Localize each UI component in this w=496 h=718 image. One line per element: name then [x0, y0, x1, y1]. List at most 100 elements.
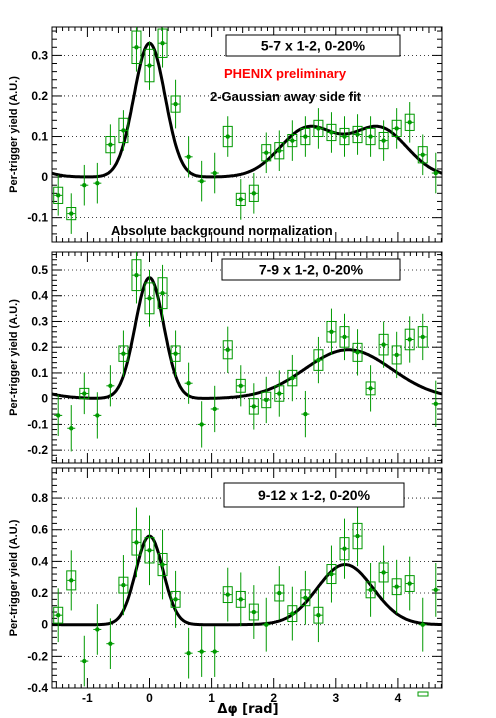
data-point [56, 193, 61, 198]
data-point [56, 612, 61, 618]
y-tick-label: 0.2 [31, 340, 48, 354]
data-point [355, 533, 360, 539]
data-point [381, 138, 386, 143]
data-point [225, 134, 230, 139]
data-point [394, 352, 399, 358]
y-tick-label: -0.1 [27, 417, 48, 431]
data-point [160, 290, 165, 296]
y-tick-label: -0.2 [27, 649, 48, 663]
data-point [134, 45, 139, 50]
data-point [394, 126, 399, 131]
data-point [355, 350, 360, 355]
data-point [173, 351, 178, 356]
data-point [316, 126, 321, 131]
data-point [199, 649, 204, 654]
y-tick-label: -0.4 [27, 681, 48, 695]
data-point [212, 170, 217, 176]
fit-curve [52, 276, 442, 400]
y-tick-label: 0.3 [31, 48, 48, 62]
data-marks [52, 505, 442, 687]
x-tick-label: 1 [208, 691, 215, 705]
plot-frame [51, 26, 443, 243]
panel-label: 5-7 x 1-2, 0-20% [261, 38, 366, 54]
data-point [355, 132, 360, 137]
data-point [251, 609, 257, 615]
y-tick-label: 0.5 [31, 263, 48, 277]
data-point [407, 337, 412, 342]
data-point [368, 587, 373, 593]
y-tick-label: 0.4 [31, 554, 48, 568]
data-point [407, 581, 412, 586]
data-point [251, 191, 257, 196]
data-point [407, 120, 412, 125]
x-axis-label: Δφ [rad] [217, 702, 278, 717]
data-point [147, 548, 152, 553]
data-point [69, 578, 74, 583]
data-point [108, 383, 113, 389]
data-point [186, 154, 191, 160]
data-point [381, 342, 386, 347]
y-axis-label: Per-trigger yield (A.U.) [8, 76, 20, 193]
data-point [108, 142, 113, 147]
panel-label-box [223, 482, 405, 508]
data-point [121, 351, 126, 356]
data-point [173, 597, 178, 602]
data-point [238, 597, 243, 602]
data-point [212, 649, 217, 654]
data-point [199, 178, 204, 184]
data-point [134, 540, 139, 545]
data-point [186, 381, 191, 386]
y-tick-label: 0.4 [31, 289, 48, 303]
legend-marker [417, 691, 429, 697]
data-point [277, 148, 282, 153]
data-point [225, 592, 230, 597]
y-tick-label: 0.1 [31, 366, 48, 380]
panel-label: 7-9 x 1-2, 0-20% [259, 262, 364, 278]
data-point [394, 584, 399, 589]
data-point [186, 650, 191, 656]
y-tick-label: 0 [41, 618, 48, 632]
y-tick-label: 0.8 [31, 491, 48, 505]
y-tick-label: 0.2 [31, 586, 48, 600]
data-marks [52, 252, 442, 452]
data-point [95, 627, 100, 632]
data-marks [52, 27, 442, 234]
data-point [433, 401, 438, 407]
y-tick-label: 0.3 [31, 314, 48, 328]
data-point [433, 170, 438, 176]
fit-curve [52, 534, 442, 627]
data-point [420, 152, 425, 157]
data-point [290, 138, 295, 143]
y-tick-label: 0 [41, 170, 48, 184]
preliminary-label: PHENIX preliminary [224, 66, 347, 81]
x-tick-label: 0 [146, 691, 153, 705]
data-point [238, 197, 243, 202]
y-axis-label: Per-trigger yield (A.U.) [8, 519, 20, 636]
y-tick-label: 0 [41, 392, 48, 406]
x-tick-label: -1 [82, 691, 93, 705]
data-point [147, 296, 152, 301]
data-point [69, 426, 74, 431]
normalization-label: Absolute background normalization [111, 223, 333, 238]
data-point [368, 386, 373, 391]
data-point [199, 422, 204, 427]
y-tick-label: 0.2 [31, 89, 48, 103]
data-point [121, 128, 126, 133]
data-point [368, 134, 373, 139]
data-point [420, 334, 425, 340]
data-point [69, 211, 74, 216]
data-point [82, 658, 87, 664]
panel-2: -0.2 -0.1 0 0.1 0.2 0.3 0.4 0.5 Per-trigger yiel… [8, 251, 443, 464]
panel-1: -0.1 0 0.1 0.2 0.3 Per-trigger yield (A.U.) 5-… [8, 26, 443, 243]
data-point [251, 404, 257, 409]
data-point [264, 622, 269, 627]
panel-label-box [221, 258, 401, 281]
panel-label-box [225, 34, 401, 57]
data-point [342, 334, 347, 340]
data-point [134, 272, 139, 278]
data-point [264, 397, 269, 403]
data-point [173, 101, 178, 107]
y-tick-label: -0.2 [27, 443, 48, 457]
data-point [160, 41, 165, 46]
